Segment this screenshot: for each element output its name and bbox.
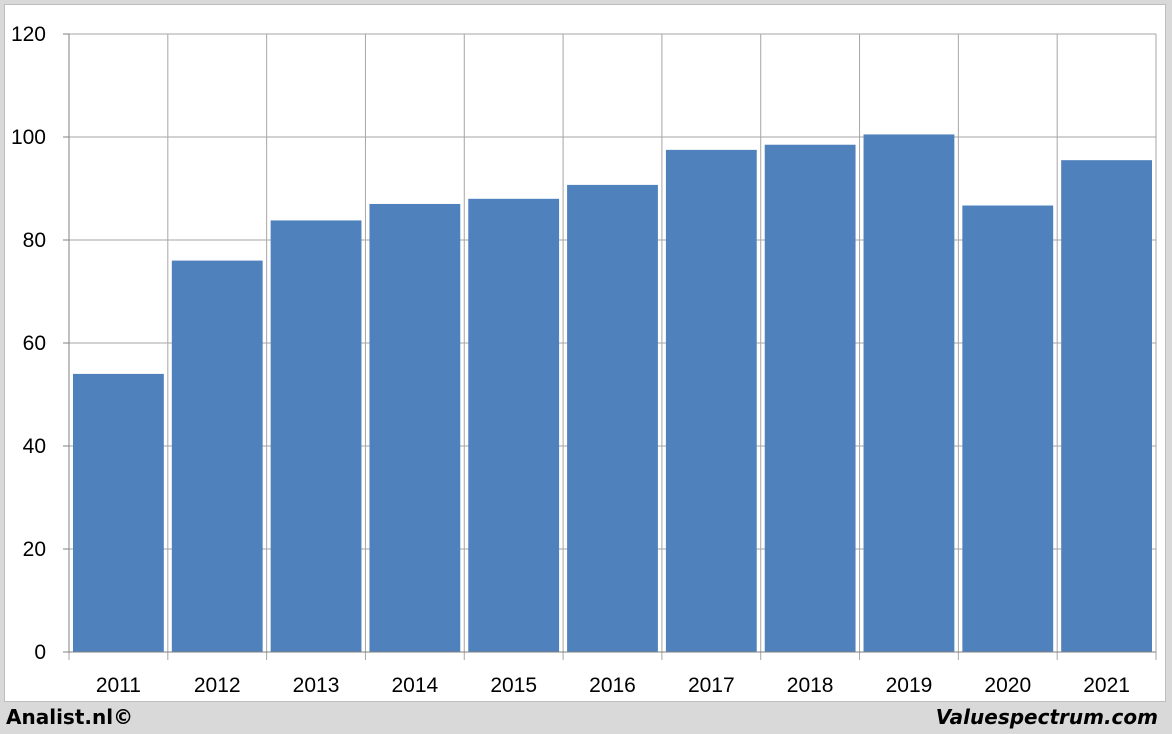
x-tick-label: 2014 bbox=[392, 674, 439, 697]
x-tick-label: 2011 bbox=[96, 674, 141, 697]
bar-2016 bbox=[567, 184, 658, 652]
x-tick-label: 2016 bbox=[589, 674, 636, 697]
bar-2019 bbox=[863, 134, 955, 653]
bar-2013 bbox=[270, 220, 362, 652]
x-tick-label: 2013 bbox=[293, 674, 340, 697]
bar-2015 bbox=[468, 198, 560, 653]
bar-2012 bbox=[171, 260, 263, 652]
y-tick-label: 60 bbox=[23, 332, 46, 355]
y-tick-label: 40 bbox=[23, 435, 46, 458]
x-tick-label: 2020 bbox=[984, 674, 1031, 697]
x-tick-label: 2018 bbox=[787, 674, 834, 697]
x-tick-label: 2019 bbox=[886, 674, 933, 697]
y-tick-label: 20 bbox=[23, 538, 46, 561]
bar-2020 bbox=[962, 205, 1054, 652]
bar-2017 bbox=[665, 149, 757, 652]
y-tick-label: 80 bbox=[23, 229, 46, 252]
x-tick-label: 2021 bbox=[1083, 674, 1130, 697]
x-tick-label: 2012 bbox=[194, 674, 241, 697]
y-tick-label: 100 bbox=[11, 126, 46, 149]
valuespectrum-credit: Valuespectrum.com bbox=[935, 705, 1158, 729]
x-tick-label: 2015 bbox=[490, 674, 537, 697]
y-tick-label: 120 bbox=[11, 23, 46, 46]
bar-2014 bbox=[369, 203, 461, 652]
y-tick-label: 0 bbox=[34, 641, 46, 664]
analist-credit: Analist.nl© bbox=[6, 705, 134, 729]
bar-2018 bbox=[764, 144, 856, 652]
bar-2021 bbox=[1061, 160, 1152, 653]
bar-2011 bbox=[73, 373, 164, 652]
x-tick-label: 2017 bbox=[688, 674, 735, 697]
